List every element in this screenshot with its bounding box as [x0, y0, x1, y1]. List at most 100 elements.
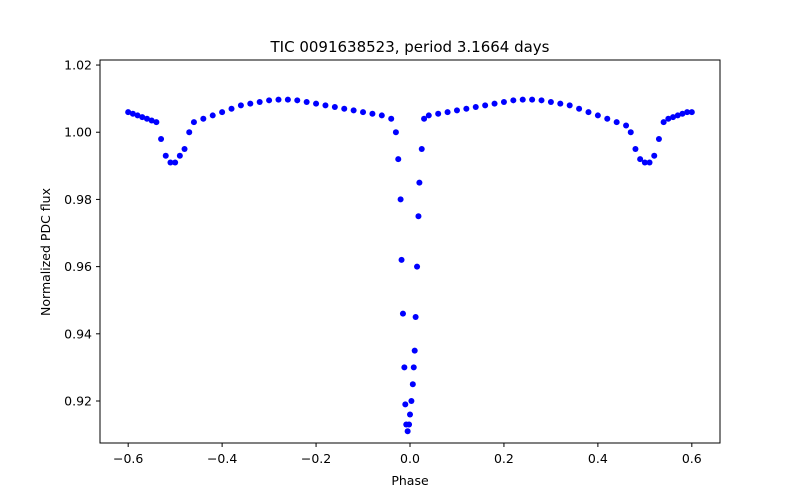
- data-point: [256, 98, 263, 105]
- data-point: [414, 263, 421, 270]
- data-point: [408, 398, 415, 405]
- data-point: [294, 97, 301, 104]
- data-point: [566, 102, 573, 109]
- x-axis: −0.6 −0.4 −0.2 0.0 0.2 0.4 0.6: [113, 443, 702, 466]
- data-point: [134, 112, 141, 119]
- data-point: [547, 98, 554, 105]
- data-point: [153, 119, 160, 126]
- data-point: [688, 109, 695, 116]
- data-point: [266, 97, 273, 104]
- data-point: [415, 213, 422, 220]
- data-point: [519, 96, 526, 103]
- data-point: [237, 102, 244, 109]
- data-point: [162, 152, 169, 159]
- x-tick-label: −0.2: [301, 451, 331, 466]
- data-point: [491, 100, 498, 107]
- data-point: [176, 152, 183, 159]
- chart-title: TIC 0091638523, period 3.1664 days: [269, 38, 549, 56]
- data-point: [421, 115, 428, 122]
- data-point: [369, 110, 376, 117]
- data-point: [463, 105, 470, 112]
- data-point: [190, 119, 197, 126]
- data-point: [670, 114, 677, 121]
- y-tick-label: 1.00: [64, 125, 92, 140]
- data-point: [181, 146, 188, 153]
- data-point: [402, 401, 409, 408]
- x-tick-label: −0.6: [113, 451, 143, 466]
- data-point: [401, 364, 408, 371]
- data-point: [219, 109, 226, 116]
- data-point: [684, 109, 691, 116]
- data-point: [660, 119, 667, 126]
- data-point: [412, 314, 419, 321]
- data-point: [604, 115, 611, 122]
- data-point: [409, 381, 416, 388]
- data-point: [388, 115, 395, 122]
- data-point: [444, 109, 451, 116]
- data-point: [398, 256, 405, 263]
- y-tick-label: 0.98: [64, 192, 92, 207]
- data-point: [397, 196, 404, 203]
- x-tick-label: 0.2: [494, 451, 514, 466]
- data-point: [395, 156, 402, 163]
- data-point: [418, 146, 425, 153]
- data-point: [416, 179, 423, 186]
- data-points: [125, 96, 695, 435]
- y-tick-label: 0.94: [64, 326, 92, 341]
- data-point: [360, 109, 367, 116]
- x-tick-label: −0.4: [207, 451, 237, 466]
- data-point: [143, 115, 150, 122]
- data-point: [392, 129, 399, 136]
- data-point: [139, 114, 146, 121]
- data-point: [594, 112, 601, 119]
- data-point: [500, 98, 507, 105]
- x-tick-label: 0.6: [682, 451, 702, 466]
- data-point: [674, 112, 681, 119]
- data-point: [404, 428, 411, 435]
- data-point: [158, 135, 165, 142]
- data-point: [529, 96, 536, 103]
- data-point: [406, 421, 413, 428]
- y-tick-label: 0.96: [64, 259, 92, 274]
- y-tick-label: 0.92: [64, 394, 92, 409]
- data-point: [125, 109, 132, 116]
- data-point: [200, 115, 207, 122]
- data-point: [623, 122, 630, 129]
- data-point: [632, 146, 639, 153]
- data-point: [482, 102, 489, 109]
- data-point: [453, 107, 460, 114]
- data-point: [247, 100, 254, 107]
- data-point: [637, 156, 644, 163]
- data-point: [613, 119, 620, 126]
- data-point: [172, 159, 179, 166]
- data-point: [228, 105, 235, 112]
- data-point: [585, 109, 592, 116]
- y-tick-label: 1.02: [64, 58, 92, 73]
- data-point: [322, 102, 329, 109]
- x-axis-label: Phase: [391, 473, 429, 488]
- data-point: [186, 129, 193, 136]
- y-axis: 0.92 0.94 0.96 0.98 1.00 1.02: [64, 58, 100, 409]
- data-point: [472, 104, 479, 111]
- data-point: [331, 104, 338, 111]
- data-point: [665, 115, 672, 122]
- data-point: [284, 96, 291, 103]
- data-point: [679, 110, 686, 117]
- data-point: [538, 97, 545, 104]
- data-point: [313, 100, 320, 107]
- data-point: [651, 152, 658, 159]
- data-point: [407, 411, 413, 418]
- data-point: [209, 112, 216, 119]
- x-tick-label: 0.4: [588, 451, 608, 466]
- data-point: [378, 112, 385, 119]
- data-point: [641, 159, 648, 166]
- data-point: [627, 129, 634, 136]
- data-point: [303, 98, 310, 105]
- data-point: [411, 347, 418, 354]
- data-point: [646, 159, 653, 166]
- data-point: [435, 110, 442, 117]
- data-point: [410, 364, 417, 371]
- x-tick-label: 0.0: [400, 451, 420, 466]
